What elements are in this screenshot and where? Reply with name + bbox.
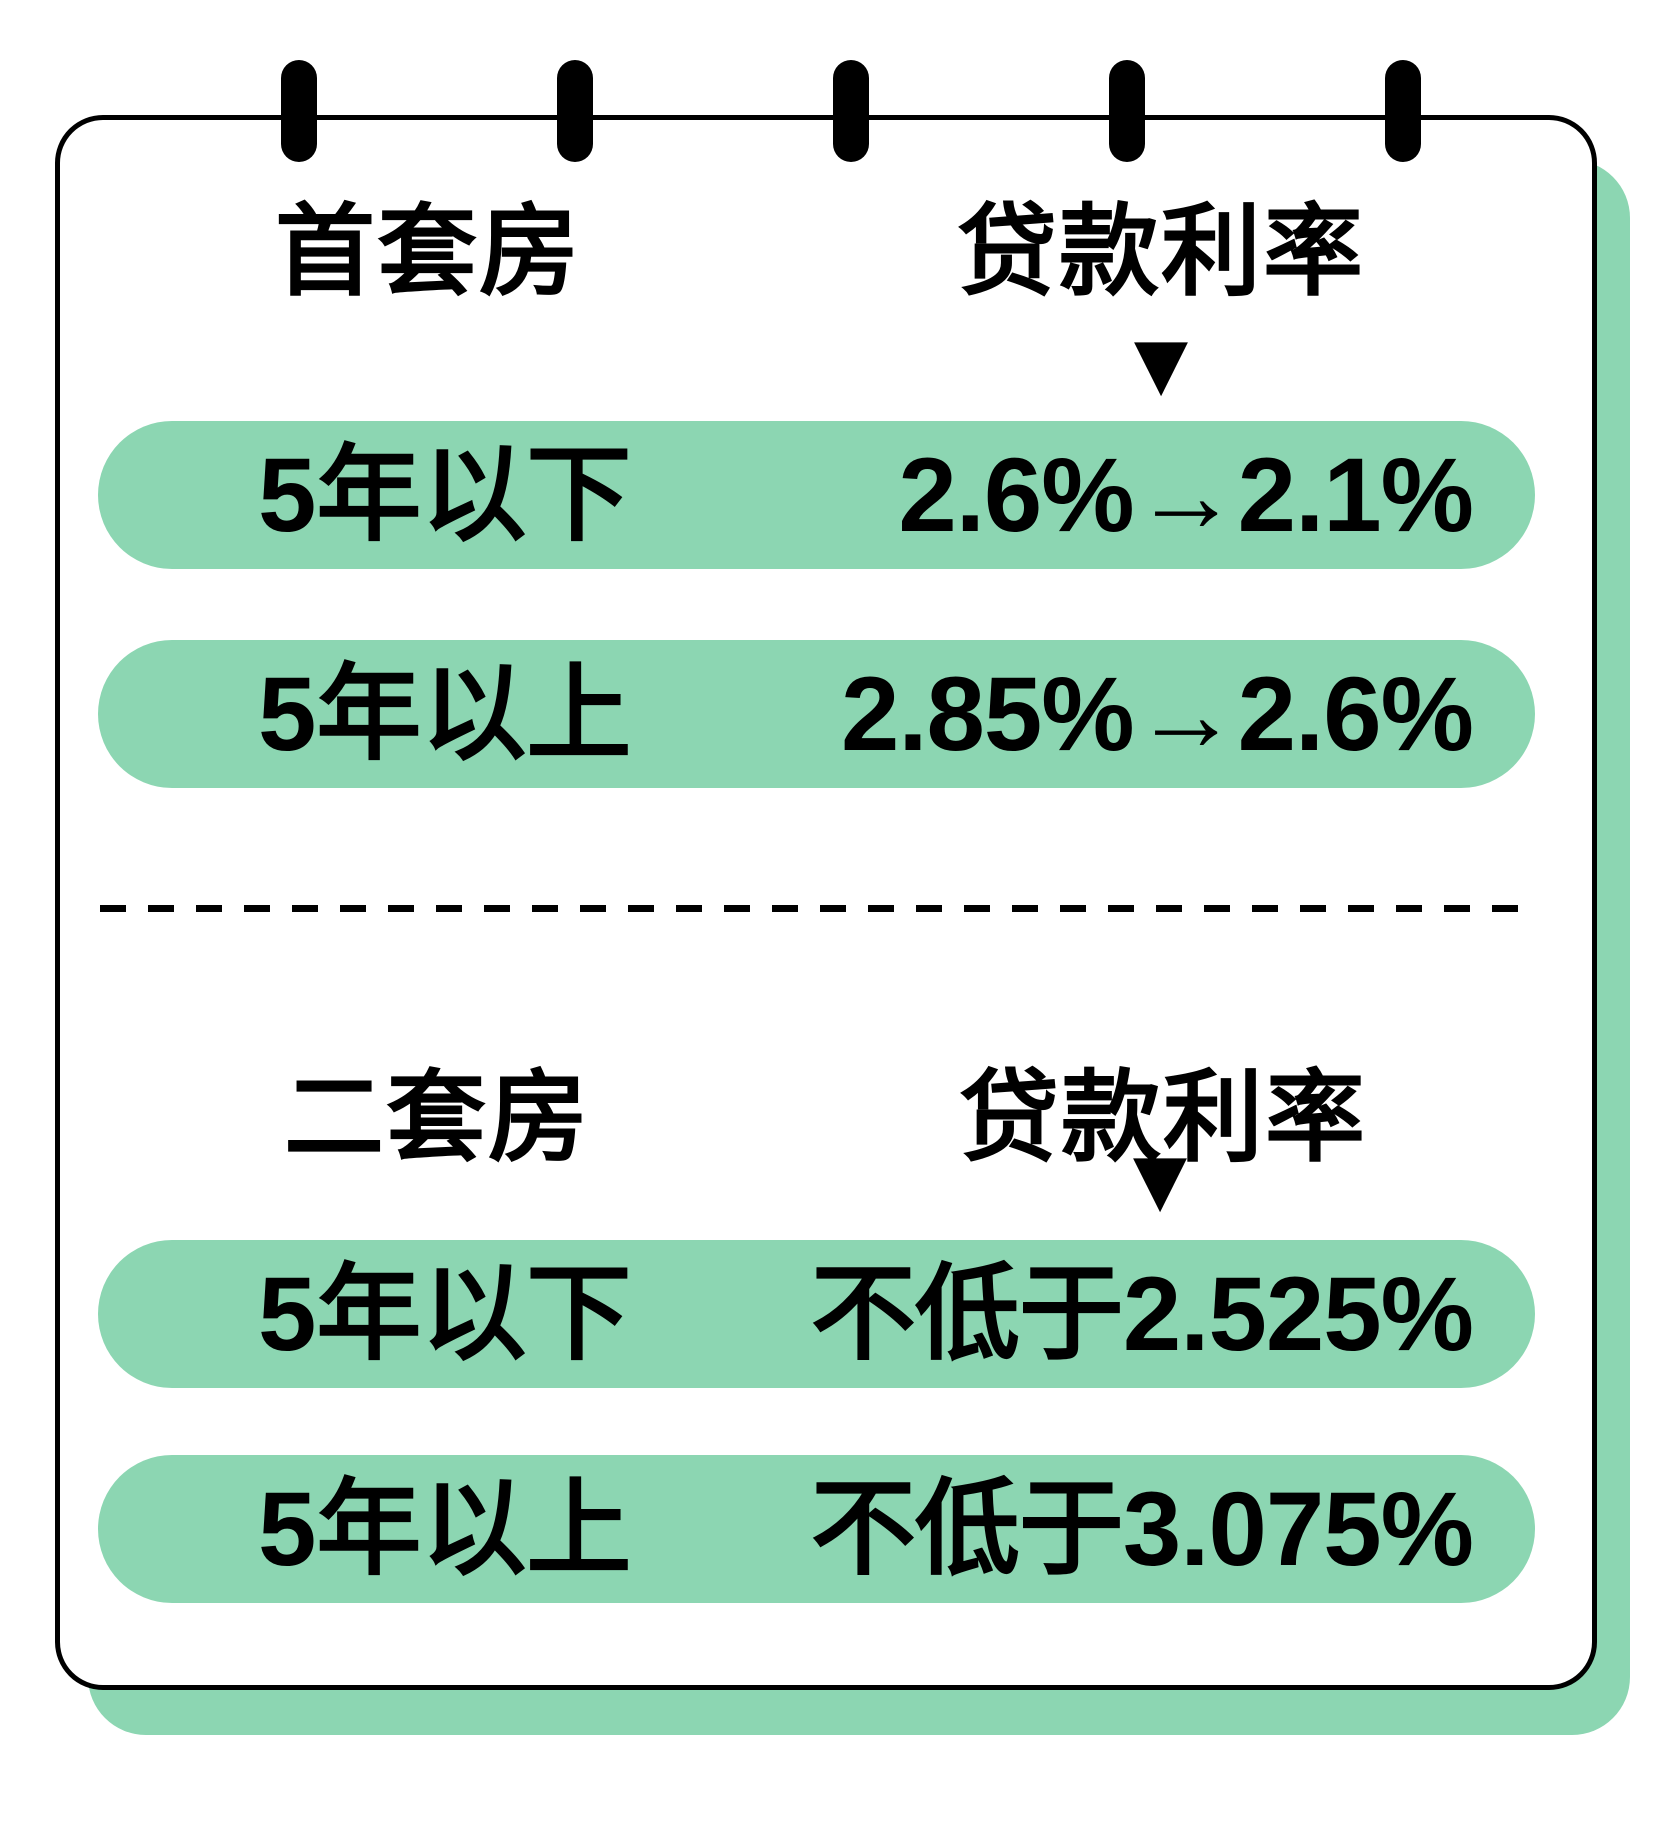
term-label: 5年以上 [258, 655, 632, 773]
rate-value: 不低于3.075% [810, 1470, 1474, 1588]
term-label: 5年以下 [258, 436, 632, 554]
down-arrow-icon: ▼ [1115, 313, 1207, 415]
binder-ring-icon [1385, 60, 1421, 162]
rate-row-second-home-over-5y: 5年以上 不低于3.075% [98, 1455, 1535, 1603]
term-label: 5年以上 [258, 1470, 632, 1588]
down-arrow-icon: ▼ [1114, 1129, 1206, 1231]
binder-ring-icon [1109, 60, 1145, 162]
binder-ring-icon [557, 60, 593, 162]
rate-value: 2.6%→2.1% [898, 436, 1474, 554]
binder-ring-icon [833, 60, 869, 162]
rate-row-second-home-under-5y: 5年以下 不低于2.525% [98, 1240, 1535, 1388]
calendar-card [55, 115, 1597, 1690]
term-label: 5年以下 [258, 1255, 632, 1373]
section1-rate-header: 贷款利率 [957, 196, 1365, 308]
section2-category-label: 二套房 [284, 1062, 590, 1174]
binder-ring-icon [281, 60, 317, 162]
section2-rate-header: 贷款利率 [959, 1062, 1367, 1174]
dashed-divider [100, 905, 1540, 912]
rate-value: 不低于2.525% [810, 1255, 1474, 1373]
rate-row-first-home-over-5y: 5年以上 2.85%→2.6% [98, 640, 1535, 788]
rate-row-first-home-under-5y: 5年以下 2.6%→2.1% [98, 421, 1535, 569]
section1-category-label: 首套房 [275, 196, 581, 308]
rate-value: 2.85%→2.6% [840, 655, 1474, 773]
